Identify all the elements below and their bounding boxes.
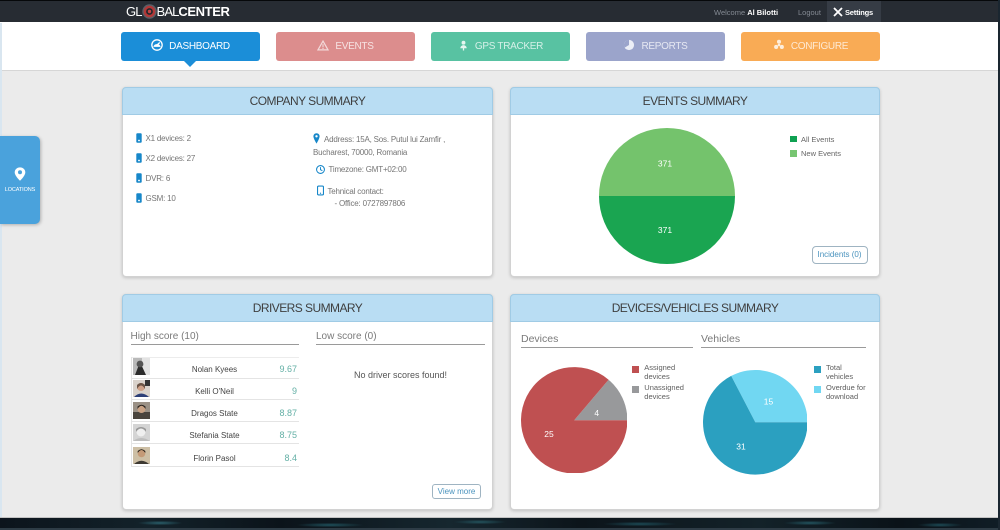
svg-text:15: 15 — [763, 397, 773, 407]
svg-text:25: 25 — [544, 429, 554, 439]
svg-text:371: 371 — [657, 159, 671, 169]
svg-text:4: 4 — [594, 408, 599, 418]
svg-text:371: 371 — [657, 225, 671, 235]
svg-text:31: 31 — [736, 442, 746, 452]
